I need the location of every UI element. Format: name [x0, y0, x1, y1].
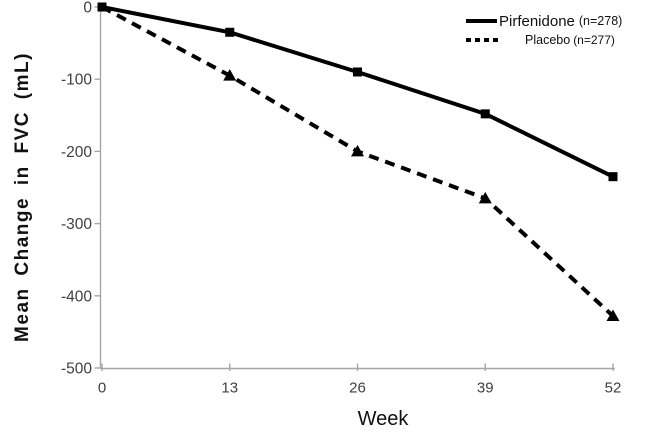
- marker-square-pirfenidone: [608, 172, 618, 182]
- y-tick-label: 0: [83, 0, 92, 17]
- legend: Pirfenidone (n=278) Placebo (n=277): [466, 11, 622, 49]
- dotted-line-swatch: [466, 38, 501, 42]
- marker-triangle-placebo: [478, 191, 492, 204]
- legend-label-pirfenidone: Pirfenidone: [499, 12, 575, 30]
- marker-triangle-placebo: [606, 309, 620, 322]
- x-tick-label: 0: [98, 380, 106, 397]
- y-axis-title: Mean Change in FVC (mL): [12, 52, 33, 342]
- marker-square-pirfenidone: [97, 2, 107, 12]
- legend-item-placebo: Placebo (n=277): [466, 31, 622, 49]
- legend-n-placebo: (n=277): [573, 33, 615, 47]
- marker-square-pirfenidone: [353, 67, 362, 77]
- marker-square-pirfenidone: [225, 27, 235, 37]
- legend-item-pirfenidone: Pirfenidone (n=278): [466, 11, 622, 31]
- marker-triangle-placebo: [223, 69, 237, 81]
- y-tick-label: -100: [61, 72, 92, 89]
- y-tick-label: -400: [61, 288, 92, 305]
- x-tick-label: 39: [477, 380, 494, 397]
- x-tick-label: 26: [349, 380, 366, 397]
- y-tick-label: -500: [61, 361, 92, 378]
- legend-n-pirfenidone: (n=278): [578, 14, 623, 28]
- y-tick-label: -300: [61, 216, 92, 233]
- legend-label-placebo: Placebo: [525, 33, 571, 47]
- marker-triangle-placebo: [351, 144, 364, 157]
- series-placebo-line: [101, 5, 615, 318]
- y-tick-label: -200: [61, 144, 92, 161]
- solid-line-swatch: [466, 19, 497, 23]
- x-tick-label: 13: [221, 380, 238, 397]
- marker-square-pirfenidone: [480, 109, 490, 119]
- x-tick-label: 52: [605, 380, 622, 397]
- x-axis-title: Week: [357, 408, 409, 430]
- axis-lines: [99, 4, 615, 370]
